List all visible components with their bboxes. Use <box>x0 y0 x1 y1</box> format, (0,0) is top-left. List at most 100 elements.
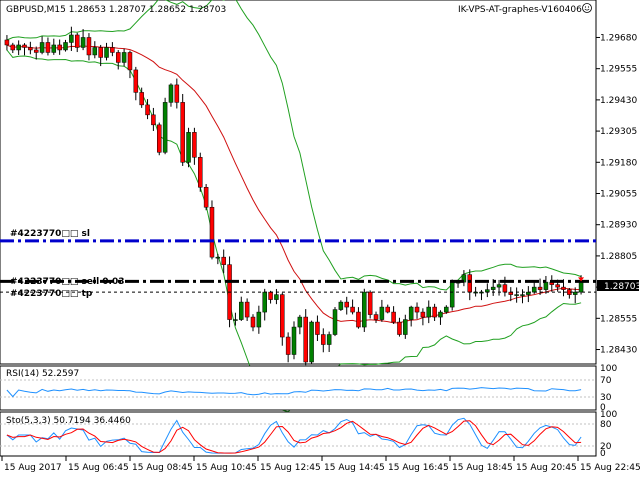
stoch-panel[interactable] <box>0 411 597 457</box>
bollinger-upper-line <box>6 0 582 291</box>
candle-body <box>280 294 285 338</box>
stoch-level-label-20: 20 <box>600 442 612 452</box>
time-tick-label: 15 Aug 16:45 <box>388 463 449 473</box>
candle-body <box>180 102 185 163</box>
candle-body <box>92 47 98 56</box>
candle-body <box>28 47 33 51</box>
time-tick-label: 15 Aug 12:45 <box>260 463 321 473</box>
candle-body <box>16 44 21 51</box>
candle-body <box>438 311 443 318</box>
candle-body <box>244 301 250 318</box>
candle-body <box>274 294 279 300</box>
price-tick-label: 1.28805 <box>600 252 637 262</box>
candle-body <box>403 319 408 335</box>
candle-body <box>57 44 62 51</box>
candle-body <box>157 124 162 153</box>
candle-body <box>578 281 584 293</box>
candle-body <box>39 42 45 53</box>
candle-body <box>367 291 373 315</box>
candle-body <box>420 311 426 318</box>
candle-body <box>561 286 566 290</box>
stoch-main-line <box>6 417 582 454</box>
candle-body <box>397 321 402 335</box>
price-panel[interactable] <box>0 0 597 365</box>
candle-body <box>209 206 215 258</box>
time-tick-label: 15 Aug 06:45 <box>68 463 129 473</box>
candles <box>4 26 584 366</box>
time-tick-label: 15 Aug 20:45 <box>516 463 577 473</box>
order-lines[interactable] <box>0 239 596 293</box>
candle-body <box>98 47 103 58</box>
candle-body <box>198 157 203 188</box>
price-tick-label: 1.29305 <box>600 127 637 137</box>
current-price-tag: 1.28703 <box>597 280 640 292</box>
rsi-title: RSI(14) 52.2597 <box>6 369 79 379</box>
candle-body <box>332 309 338 335</box>
candle-body <box>291 326 297 355</box>
candle-body <box>22 44 27 48</box>
candle-body <box>514 294 519 296</box>
candle-body <box>326 334 332 345</box>
rsi-level-label-0: 0 <box>600 403 606 413</box>
candle-body <box>444 306 449 313</box>
candle-body <box>192 132 197 158</box>
candle-body <box>467 274 473 293</box>
candle-body <box>174 84 180 103</box>
candle-body <box>572 291 578 295</box>
stoch-level-label-0: 0 <box>600 449 606 459</box>
sell-order-label: #4223770□□ sell 0.03 <box>10 277 125 287</box>
candle-body <box>203 187 209 208</box>
time-tick-label: 15 Aug 2017 <box>4 463 62 473</box>
rsi-level-label-30: 30 <box>600 393 612 403</box>
candle-body <box>151 114 156 126</box>
rsi-level-label-70: 70 <box>600 376 612 386</box>
candle-body <box>537 286 543 290</box>
candle-body <box>373 314 379 320</box>
candle-body <box>408 306 414 320</box>
rsi-level-label-100: 100 <box>600 364 617 374</box>
candle-body <box>127 52 133 71</box>
candle-body <box>520 294 525 296</box>
price-tick-label: 1.28930 <box>600 221 637 231</box>
candle-body <box>321 334 326 345</box>
current-price-label: 1.28703 <box>604 282 640 292</box>
candle-body <box>51 44 57 53</box>
candle-body <box>10 44 16 51</box>
candle-body <box>543 281 549 290</box>
candle-body <box>285 336 291 355</box>
candle-body <box>432 306 437 318</box>
price-tick-label: 1.29680 <box>600 33 637 43</box>
candle-body <box>4 39 10 46</box>
candle-body <box>168 84 174 103</box>
candle-body <box>256 311 262 328</box>
candle-body <box>414 306 420 313</box>
moving-average-line <box>6 44 582 324</box>
price-tick-label: 1.29430 <box>600 96 637 106</box>
candle-body <box>80 37 86 48</box>
tp-order-label: #4223770□□ tp <box>10 289 93 299</box>
candle-body <box>426 306 431 318</box>
candle-body <box>145 104 150 116</box>
stoch-signal-line <box>6 420 582 454</box>
candle-body <box>297 316 303 328</box>
candle-body <box>104 47 109 58</box>
stoch-title: Sto(5,3,3) 50.7194 36.4460 <box>6 416 131 426</box>
rsi-line <box>6 387 582 398</box>
time-tick-label: 15 Aug 14:45 <box>324 463 385 473</box>
price-tick-label: 1.29055 <box>600 189 637 199</box>
candle-body <box>338 301 344 310</box>
candle-body <box>362 291 367 328</box>
candle-body <box>250 316 256 328</box>
time-axis: 15 Aug 2017 15 Aug 06:45 15 Aug 08:45 15 Au… <box>1 456 640 473</box>
candle-body <box>33 49 39 53</box>
candle-body <box>496 284 502 288</box>
rsi-panel[interactable] <box>0 365 597 411</box>
stoch-level-label-80: 80 <box>600 420 612 430</box>
candle-body <box>86 37 92 56</box>
candle-body <box>344 301 349 308</box>
candle-body <box>110 47 115 53</box>
candle-body <box>74 34 80 48</box>
candle-body <box>45 42 51 53</box>
candle-body <box>133 69 139 93</box>
